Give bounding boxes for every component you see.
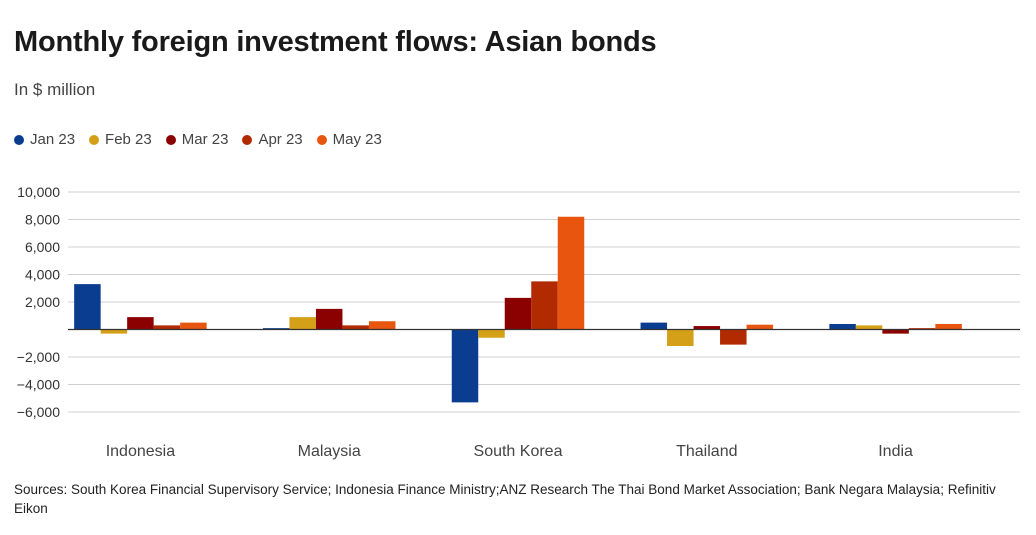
bar-india-mar-23 [882,329,909,334]
y-axis-ticks: 10,000 8,000 6,000 4,000 2,000 −2,000 −4,000 −6… [17,184,60,420]
x-category-label: Indonesia [106,443,175,460]
legend-item-mar: Mar 23 [165,131,229,148]
bar-south-korea-jan-23 [451,329,479,403]
y-tick-label: 6,000 [25,239,60,255]
x-category-label: Thailand [676,443,737,460]
x-axis-categories: Indonesia Malaysia South Korea Thailand Indi… [106,443,913,460]
bar-south-korea-may-23 [557,216,585,330]
bar-indonesia-jan-23 [74,284,101,330]
bar-india-feb-23 [855,325,883,330]
bar-thailand-feb-23 [667,329,694,346]
y-tick-label: −2,000 [17,349,60,365]
bar-malaysia-jan-23 [262,328,290,330]
bar-malaysia-may-23 [368,321,396,330]
y-tick-label: 10,000 [17,184,60,200]
x-category-label: India [878,443,913,460]
bar-thailand-mar-23 [693,326,721,330]
legend-swatch-may [316,134,327,145]
bar-south-korea-mar-23 [504,297,532,330]
legend-item-jan: Jan 23 [14,131,75,148]
bar-thailand-may-23 [746,324,774,330]
bar-chart: 10,000 8,000 6,000 4,000 2,000 −2,000 −4,000 −6… [17,184,1020,460]
y-tick-label: 2,000 [25,294,60,310]
bars [74,216,962,403]
legend-item-apr: Apr 23 [242,131,303,148]
legend-swatch-mar [165,134,176,145]
bar-indonesia-mar-23 [127,317,154,330]
legend-label-mar: Mar 23 [181,131,229,148]
bar-india-jan-23 [829,324,856,330]
legend-label-apr: Apr 23 [258,131,303,148]
x-category-label: Malaysia [298,443,361,460]
bar-india-apr-23 [908,328,936,330]
legend-label-feb: Feb 23 [105,131,152,148]
bar-south-korea-apr-23 [531,281,558,330]
legend-item-may: May 23 [316,131,382,148]
bar-indonesia-apr-23 [153,325,181,330]
chart-subtitle: In $ million [14,80,96,99]
legend-label-jan: Jan 23 [30,131,76,148]
legend-item-feb: Feb 23 [89,131,152,148]
legend-swatch-apr [242,134,253,145]
bar-thailand-apr-23 [720,329,747,345]
legend: Jan 23 Feb 23 Mar 23 Apr 23 May 23 [14,131,382,148]
legend-label-may: May 23 [332,131,382,148]
legend-swatch-jan [14,134,24,145]
x-category-label: South Korea [474,443,563,460]
y-tick-label: −4,000 [17,377,60,393]
chart-title: Monthly foreign investment flows: Asian … [14,26,657,58]
bar-malaysia-apr-23 [342,325,369,330]
bar-malaysia-mar-23 [315,308,343,330]
bar-indonesia-feb-23 [100,329,128,334]
y-tick-label: −6,000 [17,404,60,420]
bar-thailand-jan-23 [640,322,668,330]
bar-indonesia-may-23 [180,322,207,330]
bar-south-korea-feb-23 [478,329,505,338]
y-tick-label: 4,000 [25,267,60,283]
y-tick-label: 8,000 [25,212,60,228]
bar-malaysia-feb-23 [289,317,316,330]
legend-swatch-feb [89,134,100,145]
bar-india-may-23 [935,324,962,330]
source-note: Sources: South Korea Financial Superviso… [14,482,996,516]
